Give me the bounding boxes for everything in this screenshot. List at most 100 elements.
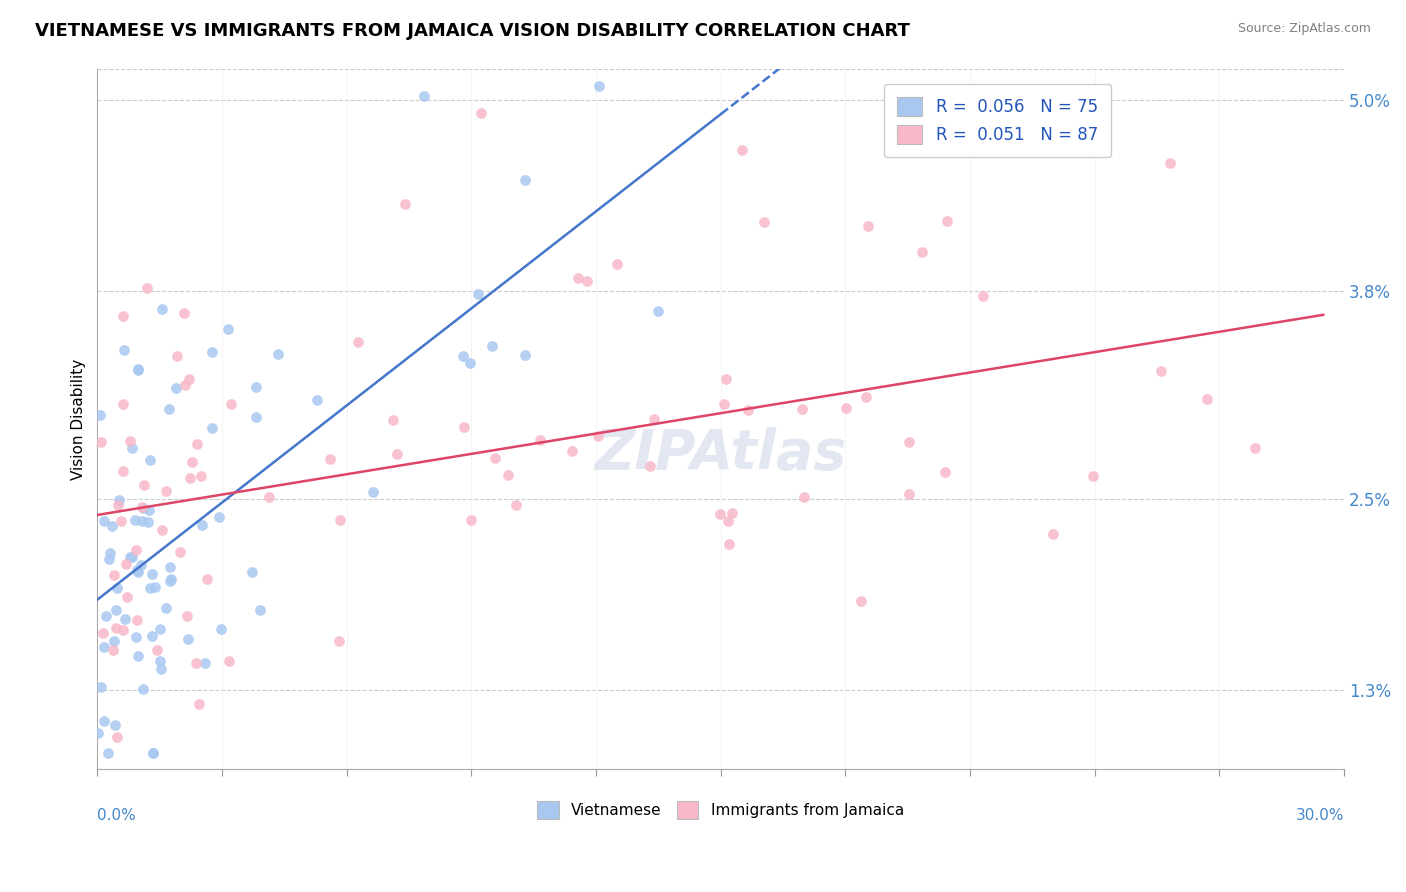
Point xyxy=(115,557,138,571)
Point xyxy=(195,572,218,586)
Point xyxy=(790,401,813,416)
Text: VIETNAMESE VS IMMIGRANTS FROM JAMAICA VISION DISABILITY CORRELATION CHART: VIETNAMESE VS IMMIGRANTS FROM JAMAICA VI… xyxy=(35,22,910,40)
Point xyxy=(125,563,148,577)
Point xyxy=(139,581,162,595)
Point xyxy=(107,581,129,595)
Point xyxy=(136,515,159,529)
Point xyxy=(98,552,121,566)
Point xyxy=(103,633,125,648)
Point xyxy=(793,490,815,504)
Point xyxy=(319,451,342,466)
Point xyxy=(91,625,114,640)
Point xyxy=(385,447,408,461)
Point xyxy=(184,656,207,670)
Point xyxy=(179,471,201,485)
Point xyxy=(576,274,599,288)
Point xyxy=(173,306,195,320)
Point xyxy=(1042,527,1064,541)
Point xyxy=(1244,441,1267,455)
Point xyxy=(108,492,131,507)
Point xyxy=(713,397,735,411)
Point xyxy=(972,289,994,303)
Point xyxy=(187,698,209,712)
Point xyxy=(257,490,280,504)
Point xyxy=(505,498,527,512)
Point xyxy=(139,453,162,467)
Point xyxy=(124,513,146,527)
Point xyxy=(165,381,187,395)
Point xyxy=(529,434,551,448)
Point xyxy=(453,419,475,434)
Point xyxy=(96,608,118,623)
Point xyxy=(737,402,759,417)
Point xyxy=(136,281,159,295)
Point xyxy=(155,483,177,498)
Point xyxy=(588,78,610,93)
Point xyxy=(305,392,328,407)
Point xyxy=(201,344,224,359)
Point xyxy=(586,429,609,443)
Point xyxy=(361,484,384,499)
Point xyxy=(120,550,142,565)
Point xyxy=(249,603,271,617)
Point xyxy=(394,196,416,211)
Point xyxy=(103,568,125,582)
Point xyxy=(191,518,214,533)
Point xyxy=(709,507,731,521)
Text: 30.0%: 30.0% xyxy=(1295,808,1344,822)
Point xyxy=(898,486,921,500)
Point xyxy=(721,506,744,520)
Point xyxy=(193,656,215,670)
Point xyxy=(150,301,173,316)
Point xyxy=(111,624,134,638)
Point xyxy=(146,643,169,657)
Point xyxy=(201,421,224,435)
Point xyxy=(138,502,160,516)
Text: Source: ZipAtlas.com: Source: ZipAtlas.com xyxy=(1237,22,1371,36)
Point xyxy=(132,500,155,515)
Point xyxy=(1081,469,1104,483)
Point xyxy=(731,143,754,157)
Point xyxy=(911,244,934,259)
Point xyxy=(458,355,481,369)
Point xyxy=(150,523,173,537)
Point xyxy=(157,401,180,416)
Point xyxy=(1195,392,1218,406)
Point xyxy=(150,662,173,676)
Point xyxy=(159,572,181,586)
Point xyxy=(115,590,138,604)
Point xyxy=(180,455,202,469)
Text: ZIPAtlas: ZIPAtlas xyxy=(595,427,846,481)
Point xyxy=(141,567,163,582)
Point xyxy=(219,397,242,411)
Point xyxy=(131,500,153,515)
Point xyxy=(174,378,197,392)
Point xyxy=(638,459,661,474)
Point xyxy=(835,401,858,415)
Point xyxy=(103,718,125,732)
Point xyxy=(111,464,134,478)
Point xyxy=(118,434,141,449)
Point xyxy=(267,347,290,361)
Point xyxy=(245,380,267,394)
Point xyxy=(496,468,519,483)
Point xyxy=(381,413,404,427)
Point xyxy=(141,629,163,643)
Point xyxy=(606,257,628,271)
Point xyxy=(97,747,120,761)
Point xyxy=(460,513,482,527)
Point xyxy=(934,465,956,479)
Point xyxy=(643,412,665,426)
Point xyxy=(752,215,775,229)
Point xyxy=(112,343,135,357)
Point xyxy=(513,172,536,186)
Point xyxy=(105,731,128,745)
Point xyxy=(121,442,143,456)
Point xyxy=(159,560,181,574)
Point xyxy=(159,574,181,588)
Point xyxy=(114,612,136,626)
Point xyxy=(513,348,536,362)
Point xyxy=(329,513,352,527)
Point xyxy=(105,603,128,617)
Point xyxy=(93,514,115,528)
